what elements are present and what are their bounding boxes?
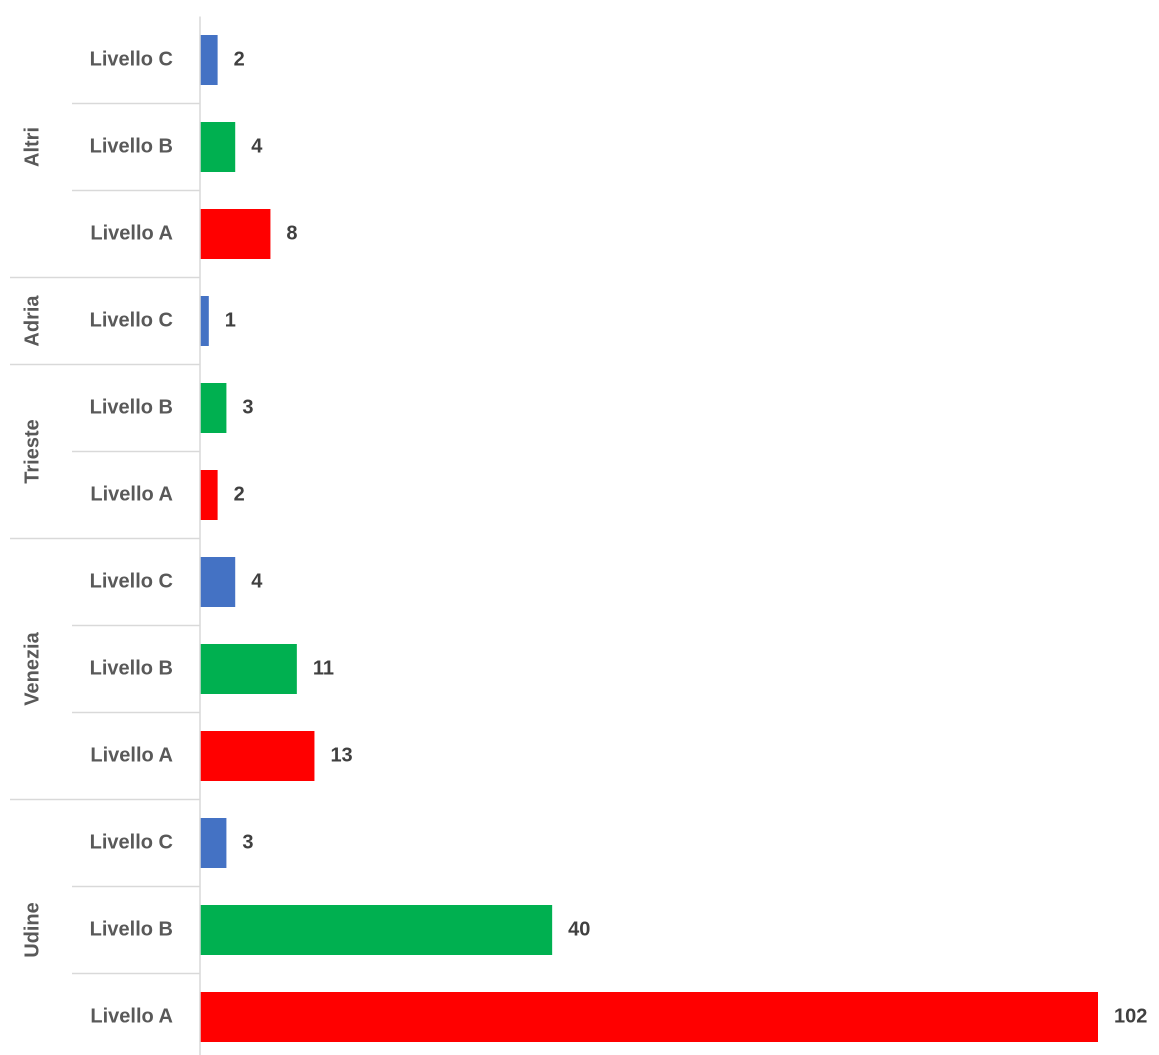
value-label: 11 [313, 657, 334, 679]
bar [200, 35, 218, 85]
bar [200, 992, 1098, 1042]
bar [200, 731, 315, 781]
bar [200, 296, 209, 346]
value-label: 3 [242, 831, 253, 853]
value-label: 2 [234, 48, 245, 70]
bar [200, 383, 227, 433]
category-label: Livello B [90, 135, 173, 157]
category-label: Livello C [90, 570, 173, 592]
group-label: Venezia [21, 631, 43, 705]
group-label: Udine [21, 902, 43, 958]
group-label: Adria [21, 295, 43, 347]
value-label: 102 [1114, 1005, 1147, 1027]
value-label: 3 [242, 396, 253, 418]
bar [200, 818, 227, 868]
category-label: Livello C [90, 309, 173, 331]
bar [200, 122, 236, 172]
value-label: 8 [286, 222, 297, 244]
category-label: Livello B [90, 396, 173, 418]
value-label: 2 [234, 483, 245, 505]
category-label: Livello C [90, 831, 173, 853]
value-label: 1 [225, 309, 236, 331]
bar [200, 644, 297, 694]
value-label: 13 [330, 744, 352, 766]
bar [200, 557, 236, 607]
value-label: 4 [251, 135, 263, 157]
category-label: Livello A [90, 744, 173, 766]
value-label: 40 [568, 918, 590, 940]
category-label: Livello B [90, 657, 173, 679]
bar [200, 470, 218, 520]
bar [200, 209, 271, 259]
group-label: Trieste [21, 419, 43, 483]
category-label: Livello C [90, 48, 173, 70]
category-label: Livello A [90, 483, 173, 505]
group-label: Altri [21, 127, 43, 167]
category-label: Livello B [90, 918, 173, 940]
value-label: 4 [251, 570, 263, 592]
category-label: Livello A [90, 222, 173, 244]
bar [200, 905, 553, 955]
category-label: Livello A [90, 1005, 173, 1027]
